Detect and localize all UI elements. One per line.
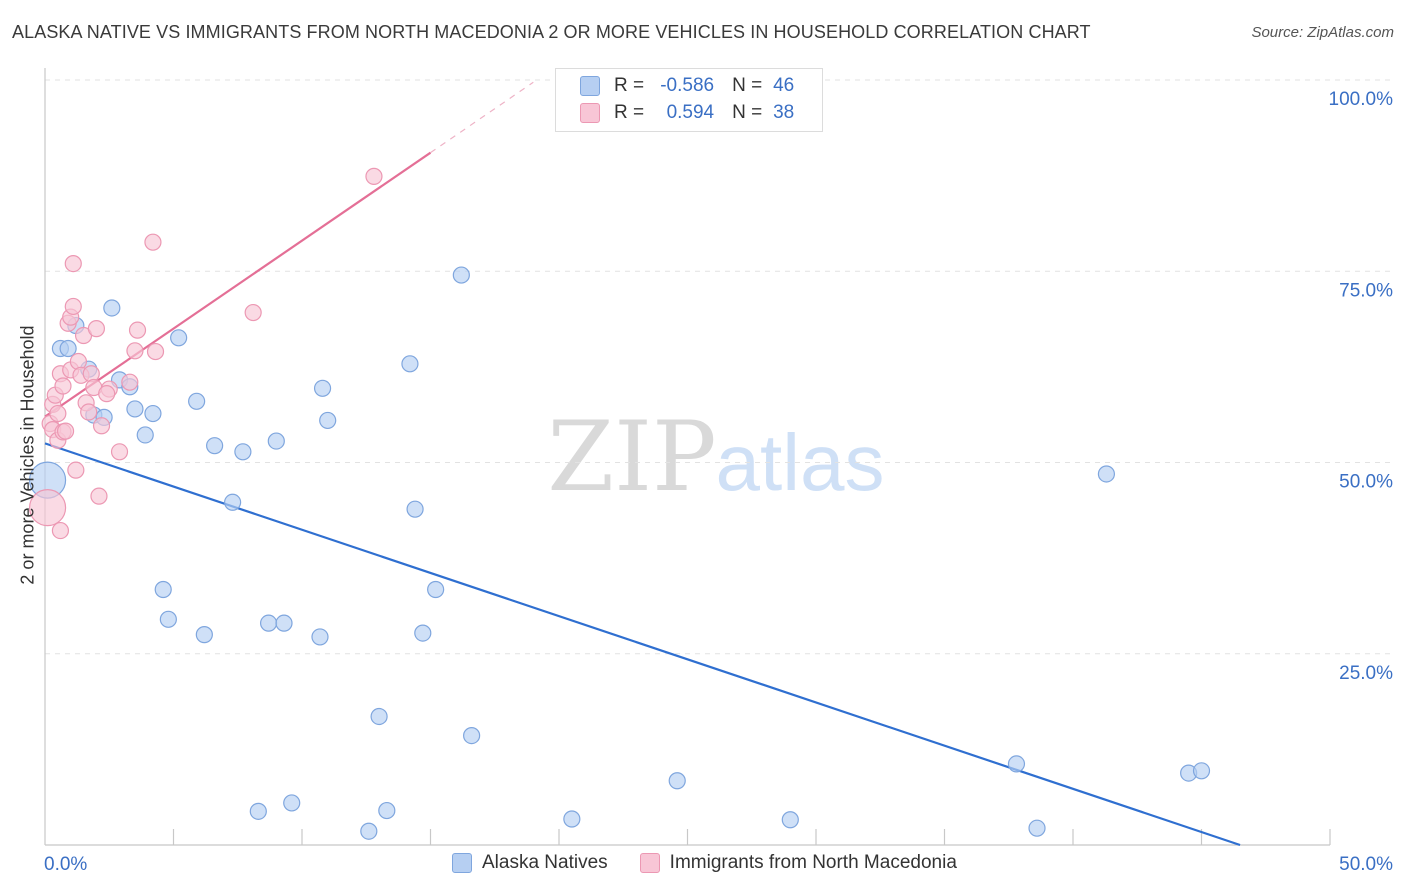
y-tick-label: 100.0% [1329, 89, 1394, 110]
point-alaska-natives [126, 400, 144, 418]
x-tick-label: 50.0% [1339, 854, 1393, 875]
point-north-macedonia [87, 320, 106, 338]
legend-n-label: N = [732, 75, 763, 96]
point-alaska-natives [144, 404, 162, 423]
point-alaska-natives [313, 379, 332, 397]
point-north-macedonia [54, 377, 72, 395]
point-north-macedonia [51, 521, 70, 540]
axes [44, 68, 1331, 846]
point-north-macedonia [110, 443, 129, 461]
point-north-macedonia [128, 321, 147, 339]
trend-line-north-macedonia [44, 151, 432, 418]
y-tick-label: 25.0% [1339, 663, 1393, 684]
y-axis-label: 2 or more Vehicles in Household [17, 325, 38, 585]
point-alaska-natives [283, 794, 301, 812]
legend-r-value: 0.594 [666, 102, 715, 123]
x-tick-label: 0.0% [44, 854, 87, 875]
point-alaska-natives [267, 432, 285, 450]
watermark-zip: ZIP [547, 401, 716, 513]
point-alaska-natives [781, 811, 799, 829]
point-north-macedonia [80, 403, 98, 421]
legend-r-label: R = [614, 75, 645, 96]
point-alaska-natives [170, 329, 188, 347]
legend-swatch-pink [580, 103, 600, 123]
data-points [28, 167, 1211, 840]
point-alaska-natives [1192, 762, 1211, 780]
legend-row-alaska-natives: R = -0.586 N = 46 [580, 75, 794, 97]
point-alaska-natives [103, 299, 121, 317]
y-tick-label: 50.0% [1339, 472, 1393, 493]
source-label: Source: ZipAtlas.com [1251, 24, 1394, 41]
point-north-macedonia [64, 255, 82, 273]
point-alaska-natives [224, 493, 242, 511]
point-alaska-natives [1028, 819, 1046, 837]
correlation-legend: R = -0.586 N = 46 R = 0.594 N = 38 [555, 68, 823, 132]
point-north-macedonia [121, 373, 139, 391]
legend-swatch-blue [452, 853, 472, 873]
point-alaska-natives [275, 614, 293, 632]
trend-line-extension [430, 81, 534, 154]
point-alaska-natives [159, 610, 177, 628]
point-alaska-natives [311, 628, 329, 646]
point-north-macedonia [90, 487, 108, 505]
point-alaska-natives [563, 810, 581, 828]
point-alaska-natives [188, 392, 206, 410]
chart-title: ALASKA NATIVE VS IMMIGRANTS FROM NORTH M… [12, 22, 1091, 42]
point-alaska-natives [154, 580, 172, 599]
legend-swatch-pink [639, 853, 660, 873]
point-alaska-natives [319, 411, 337, 430]
point-alaska-natives [668, 772, 686, 790]
point-alaska-natives [206, 437, 224, 455]
point-north-macedonia [67, 461, 85, 479]
point-alaska-natives [234, 443, 252, 461]
point-alaska-natives [195, 626, 213, 644]
trend-lines [44, 81, 1241, 847]
point-alaska-natives [360, 822, 378, 840]
point-alaska-natives [1097, 465, 1116, 483]
legend-item-north-macedonia: Immigrants from North Macedonia [639, 852, 957, 874]
watermark: ZIP atlas [547, 401, 884, 513]
point-alaska-natives [259, 614, 278, 632]
trend-line-alaska-natives [44, 442, 1241, 847]
point-north-macedonia [365, 167, 383, 185]
point-alaska-natives [378, 801, 396, 820]
legend-label: Alaska Natives [482, 852, 608, 873]
point-north-macedonia [146, 342, 165, 361]
point-alaska-natives [452, 266, 470, 284]
legend-n-label: N = [732, 102, 763, 123]
legend-n-value: 46 [773, 75, 795, 96]
grid-lines [45, 79, 1392, 655]
legend-r-value: -0.586 [660, 75, 715, 96]
legend-row-north-macedonia: R = 0.594 N = 38 [580, 102, 794, 124]
point-north-macedonia [144, 233, 162, 251]
point-alaska-natives [1007, 755, 1026, 773]
point-alaska-natives [401, 355, 419, 373]
point-north-macedonia [244, 303, 262, 322]
point-north-macedonia [98, 385, 116, 403]
point-north-macedonia [92, 417, 111, 435]
point-alaska-natives [370, 707, 388, 726]
point-north-macedonia [64, 297, 82, 316]
point-north-macedonia [49, 404, 67, 423]
legend-r-label: R = [614, 102, 645, 123]
tick-labels: 25.0% 50.0% 75.0% 100.0% 0.0% 50.0% [44, 89, 1393, 875]
point-alaska-natives [463, 727, 481, 745]
legend-label: Immigrants from North Macedonia [669, 852, 957, 873]
point-alaska-natives [136, 426, 154, 444]
point-north-macedonia [28, 489, 67, 527]
y-tick-label: 75.0% [1339, 280, 1393, 301]
point-alaska-natives [427, 580, 445, 599]
point-alaska-natives [59, 339, 77, 358]
point-north-macedonia [126, 342, 144, 360]
legend-n-value: 38 [773, 102, 795, 123]
legend-item-alaska-natives: Alaska Natives [452, 852, 608, 874]
point-north-macedonia [56, 422, 75, 440]
point-alaska-natives [406, 500, 424, 518]
point-alaska-natives [414, 624, 432, 642]
legend-swatch-blue [580, 76, 600, 96]
point-alaska-natives [249, 802, 267, 820]
series-legend: Alaska Natives Immigrants from North Mac… [452, 852, 989, 874]
